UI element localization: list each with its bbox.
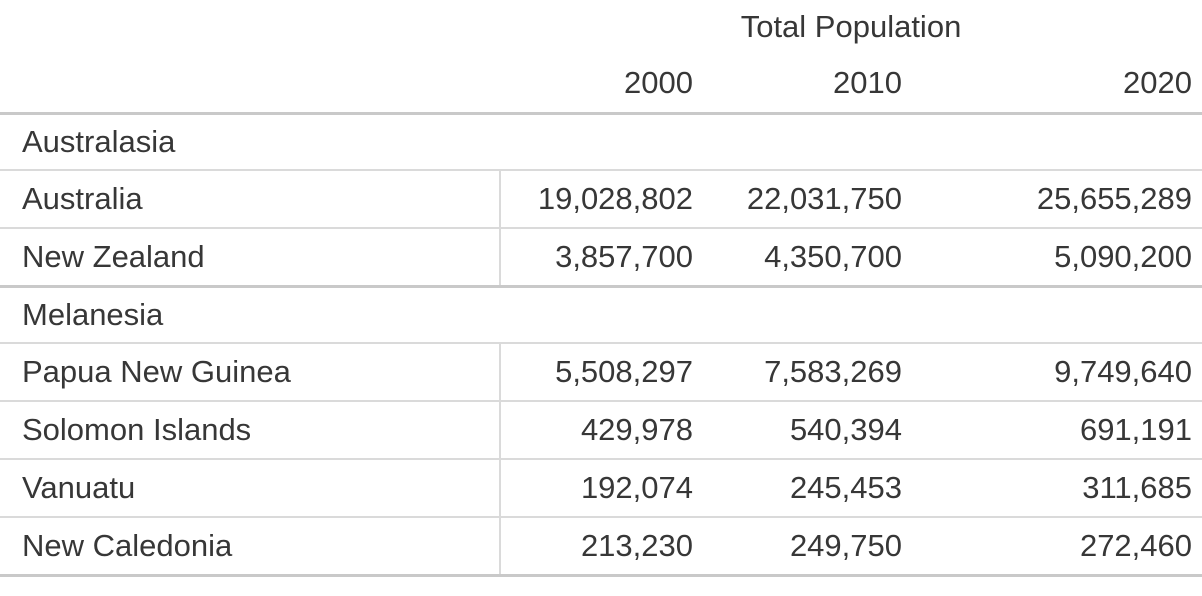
spanner-row: Total Population — [0, 0, 1202, 54]
cell-value-papua-new-guinea-2000: 5,508,297 — [500, 343, 703, 402]
row-label-australia: Australia — [0, 170, 501, 229]
blank-corner-cell — [0, 0, 500, 54]
group-row-australasia: Australasia — [0, 113, 1202, 171]
group-row-melanesia: Melanesia — [0, 286, 1202, 344]
column-header-2010: 2010 — [703, 54, 912, 115]
table-row-solomon-islands: Solomon Islands 429,978 540,394 691,191 — [0, 401, 1202, 460]
cell-value-australia-2000: 19,028,802 — [500, 170, 703, 229]
table-row-papua-new-guinea: Papua New Guinea 5,508,297 7,583,269 9,7… — [0, 343, 1202, 402]
cell-value-papua-new-guinea-2010: 7,583,269 — [703, 343, 912, 402]
row-label-papua-new-guinea: Papua New Guinea — [0, 343, 501, 402]
group-label-australasia: Australasia — [0, 113, 1202, 171]
cell-value-solomon-islands-2000: 429,978 — [500, 401, 703, 460]
cell-value-solomon-islands-2010: 540,394 — [703, 401, 912, 460]
blank-header-cell — [0, 54, 500, 115]
group-label-melanesia: Melanesia — [0, 286, 1202, 344]
population-table: Total Population 2000 2010 2020 Australa… — [0, 0, 1202, 577]
cell-value-new-zealand-2020: 5,090,200 — [912, 228, 1202, 288]
cell-value-new-caledonia-2010: 249,750 — [703, 517, 912, 577]
row-label-new-caledonia: New Caledonia — [0, 517, 501, 577]
cell-value-vanuatu-2020: 311,685 — [912, 459, 1202, 518]
row-label-vanuatu: Vanuatu — [0, 459, 501, 518]
table-row-new-zealand: New Zealand 3,857,700 4,350,700 5,090,20… — [0, 228, 1202, 288]
cell-value-new-caledonia-2020: 272,460 — [912, 517, 1202, 577]
row-label-solomon-islands: Solomon Islands — [0, 401, 501, 460]
cell-value-new-caledonia-2000: 213,230 — [500, 517, 703, 577]
cell-value-solomon-islands-2020: 691,191 — [912, 401, 1202, 460]
cell-value-australia-2020: 25,655,289 — [912, 170, 1202, 229]
column-header-2000: 2000 — [500, 54, 703, 115]
table-row-new-caledonia: New Caledonia 213,230 249,750 272,460 — [0, 517, 1202, 577]
cell-value-vanuatu-2000: 192,074 — [500, 459, 703, 518]
row-label-new-zealand: New Zealand — [0, 228, 501, 288]
cell-value-new-zealand-2000: 3,857,700 — [500, 228, 703, 288]
cell-value-papua-new-guinea-2020: 9,749,640 — [912, 343, 1202, 402]
cell-value-new-zealand-2010: 4,350,700 — [703, 228, 912, 288]
year-header-row: 2000 2010 2020 — [0, 54, 1202, 115]
table-row-australia: Australia 19,028,802 22,031,750 25,655,2… — [0, 170, 1202, 229]
cell-value-vanuatu-2010: 245,453 — [703, 459, 912, 518]
cell-value-australia-2010: 22,031,750 — [703, 170, 912, 229]
spanner-label-total-population: Total Population — [740, 9, 962, 44]
column-header-2020: 2020 — [912, 54, 1202, 115]
table-row-vanuatu: Vanuatu 192,074 245,453 311,685 — [0, 459, 1202, 518]
